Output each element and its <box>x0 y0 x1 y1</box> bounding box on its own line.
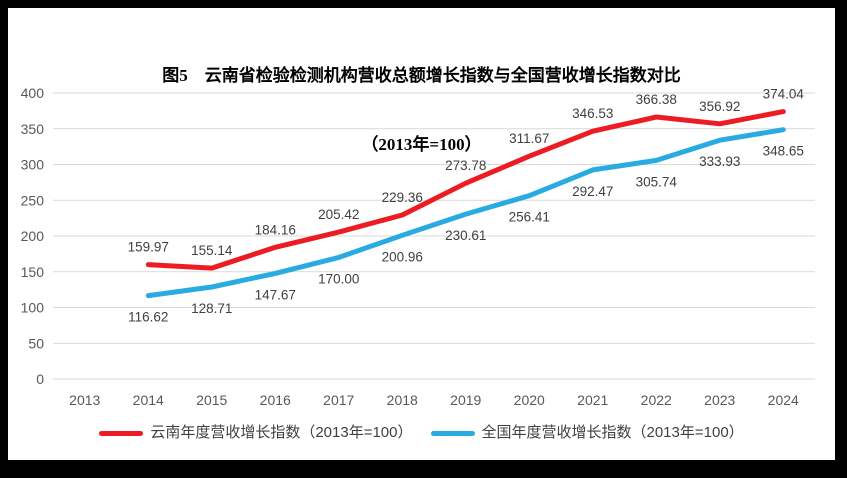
data-label: 229.36 <box>382 190 423 205</box>
chart-title: 图5 云南省检验检测机构营收总额增长指数与全国营收增长指数对比 <box>162 66 681 85</box>
x-axis-label: 2020 <box>514 392 545 408</box>
data-label: 147.67 <box>255 287 296 302</box>
legend: 云南年度营收增长指数（2013年=100） 全国年度营收增长指数（2013年=1… <box>8 423 835 443</box>
data-label: 273.78 <box>445 158 486 173</box>
data-label: 128.71 <box>191 301 232 316</box>
data-label: 366.38 <box>636 92 677 107</box>
series-line-0 <box>145 109 786 271</box>
data-label: 200.96 <box>382 249 423 264</box>
x-axis-label: 2015 <box>196 392 227 408</box>
legend-swatch-national <box>430 430 475 436</box>
data-label: 374.04 <box>763 87 805 102</box>
y-axis-label: 50 <box>28 335 44 351</box>
data-label: 346.53 <box>572 106 613 121</box>
legend-label-yunnan: 云南年度营收增长指数（2013年=100） <box>150 424 413 441</box>
line-chart: 0 50 100 150 200 250 300 350 400 2013 2014 2015 2016… <box>21 85 815 408</box>
y-axis-label: 300 <box>21 157 45 173</box>
x-axis-label: 2017 <box>323 392 354 408</box>
legend-item-national: 全国年度营收增长指数（2013年=100） <box>430 423 744 443</box>
series-line-1 <box>145 127 786 299</box>
data-label: 116.62 <box>128 310 168 325</box>
data-label: 348.65 <box>763 144 804 159</box>
data-label: 159.97 <box>128 240 169 255</box>
data-label: 205.42 <box>318 207 359 222</box>
y-axis-label: 150 <box>21 264 45 280</box>
data-label: 311.67 <box>509 131 549 146</box>
x-axis-label: 2023 <box>704 392 735 408</box>
x-axis-label: 2014 <box>133 392 164 408</box>
x-axis-label: 2019 <box>450 392 481 408</box>
y-axis-label: 400 <box>21 85 45 101</box>
y-axis-label: 350 <box>21 121 45 137</box>
chart-area: 图5 云南省检验检测机构营收总额增长指数与全国营收增长指数对比 （2013年=1… <box>8 8 835 460</box>
x-axis-label: 2013 <box>69 392 100 408</box>
data-label: 184.16 <box>255 222 296 237</box>
data-label: 333.93 <box>699 154 740 169</box>
data-label: 170.00 <box>318 271 359 286</box>
y-axis-label: 250 <box>21 192 45 208</box>
x-axis-label: 2022 <box>641 392 672 408</box>
legend-swatch-yunnan <box>99 430 144 436</box>
chart-title-block: 图5 云南省检验检测机构营收总额增长指数与全国营收增长指数对比 （2013年=1… <box>8 18 835 202</box>
data-label: 292.47 <box>572 184 613 199</box>
x-axis-label: 2016 <box>260 392 291 408</box>
y-axis-label: 0 <box>36 371 44 387</box>
data-label: 155.14 <box>191 243 233 258</box>
legend-item-yunnan: 云南年度营收增长指数（2013年=100） <box>99 423 413 443</box>
x-axis-label: 2018 <box>387 392 418 408</box>
y-axis-label: 200 <box>21 228 45 244</box>
x-axis-label: 2021 <box>577 392 608 408</box>
chart-subtitle: （2013年=100） <box>361 135 482 154</box>
data-label: 356.92 <box>699 99 740 114</box>
data-label: 256.41 <box>509 210 550 225</box>
data-label: 230.61 <box>445 228 486 243</box>
x-axis-label: 2024 <box>768 392 799 408</box>
data-label: 305.74 <box>636 174 678 189</box>
y-axis-label: 100 <box>21 300 45 316</box>
legend-label-national: 全国年度营收增长指数（2013年=100） <box>481 424 744 441</box>
